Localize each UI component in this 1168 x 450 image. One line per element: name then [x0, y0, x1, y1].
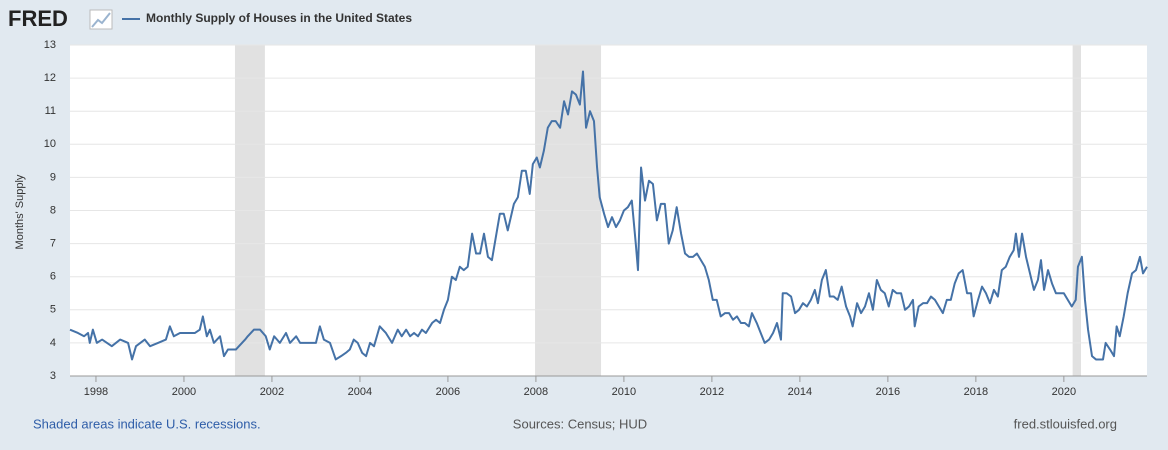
logo-icon	[89, 9, 113, 30]
y-tick-label: 7	[50, 238, 56, 250]
y-tick-label: 8	[50, 204, 56, 216]
source: Sources: Census; HUD	[513, 416, 647, 431]
y-tick-label: 13	[44, 39, 56, 51]
x-tick-label: 2010	[612, 386, 636, 398]
x-tick-label: 2000	[172, 386, 196, 398]
x-tick-label: 2012	[700, 386, 724, 398]
x-tick-label: 2014	[788, 386, 812, 398]
y-tick-label: 10	[44, 138, 56, 150]
x-tick-label: 1998	[84, 386, 108, 398]
y-tick-label: 4	[50, 337, 56, 349]
line-series	[69, 70, 1148, 361]
x-tick-label: 2004	[348, 386, 372, 398]
site: fred.stlouisfed.org	[1014, 416, 1117, 431]
x-tick-label: 2002	[260, 386, 284, 398]
logo: FRED	[8, 6, 68, 31]
x-tick-label: 2018	[964, 386, 988, 398]
x-tick-label: 2016	[876, 386, 900, 398]
y-tick-label: 3	[50, 370, 56, 382]
y-tick-label: 6	[50, 271, 56, 283]
x-tick-label: 2006	[436, 386, 460, 398]
x-tick-label: 2008	[524, 386, 548, 398]
legend-label: Monthly Supply of Houses in the United S…	[146, 11, 412, 25]
y-tick-label: 11	[45, 105, 56, 117]
y-tick-label: 12	[44, 72, 56, 84]
recession-note: Shaded areas indicate U.S. recessions.	[33, 416, 261, 431]
x-tick-label: 2020	[1052, 386, 1076, 398]
y-tick-label: 9	[50, 171, 56, 183]
y-axis-label: Months' Supply	[14, 174, 26, 249]
y-tick-label: 5	[50, 304, 56, 316]
